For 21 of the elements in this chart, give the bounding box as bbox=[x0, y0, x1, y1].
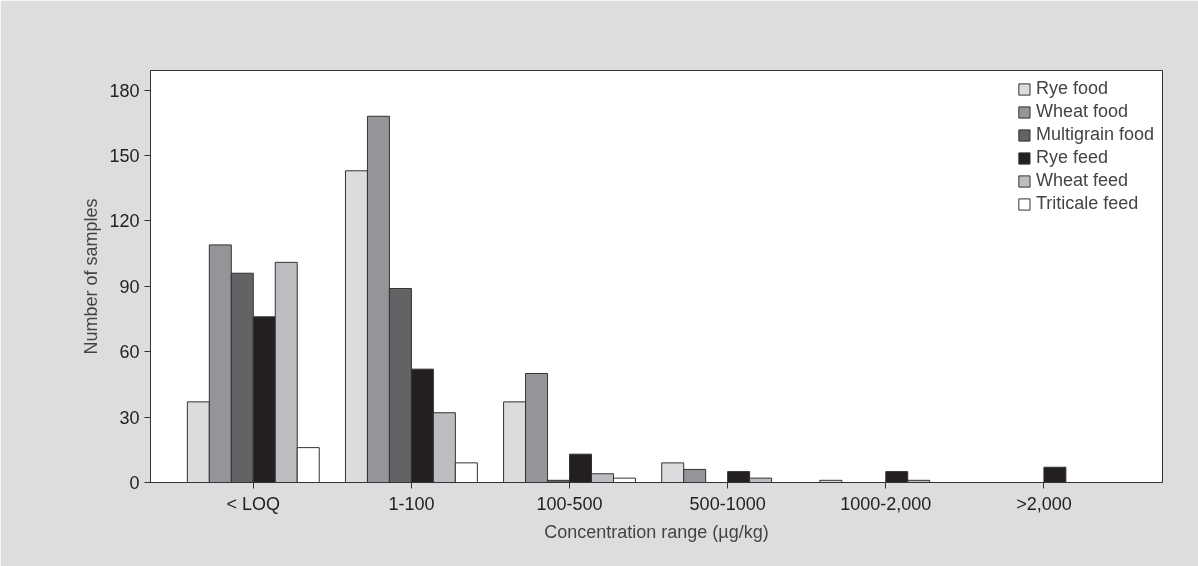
legend-label: Wheat food bbox=[1035, 101, 1128, 122]
legend-label: Rye food bbox=[1035, 78, 1108, 99]
legend-label: Triticale feed bbox=[1035, 193, 1139, 214]
x-tick-label: 1000-2,000 bbox=[840, 493, 932, 514]
x-axis-title: Concentration range (µg/kg) bbox=[544, 521, 769, 542]
x-tick-label: < LOQ bbox=[226, 493, 281, 514]
y-axis-title: Number of samples bbox=[81, 198, 102, 355]
y-tick-label: 0 bbox=[129, 473, 140, 493]
y-tick-label: 120 bbox=[109, 211, 140, 232]
y-tick-label: 30 bbox=[119, 407, 140, 428]
y-tick-label: 60 bbox=[119, 342, 140, 363]
legend-label: Wheat feed bbox=[1035, 170, 1128, 191]
x-tick-label: 100-500 bbox=[536, 493, 603, 514]
y-tick-label: 90 bbox=[119, 276, 140, 297]
x-tick-label: 500-1000 bbox=[689, 493, 766, 514]
legend-label: Multigrain food bbox=[1035, 124, 1154, 145]
legend-label: Rye feed bbox=[1035, 147, 1108, 168]
y-tick-label: 180 bbox=[109, 80, 140, 101]
y-tick-label: 150 bbox=[109, 146, 140, 167]
x-tick-label: >2,000 bbox=[1016, 493, 1072, 514]
x-tick-label: 1-100 bbox=[388, 493, 435, 514]
